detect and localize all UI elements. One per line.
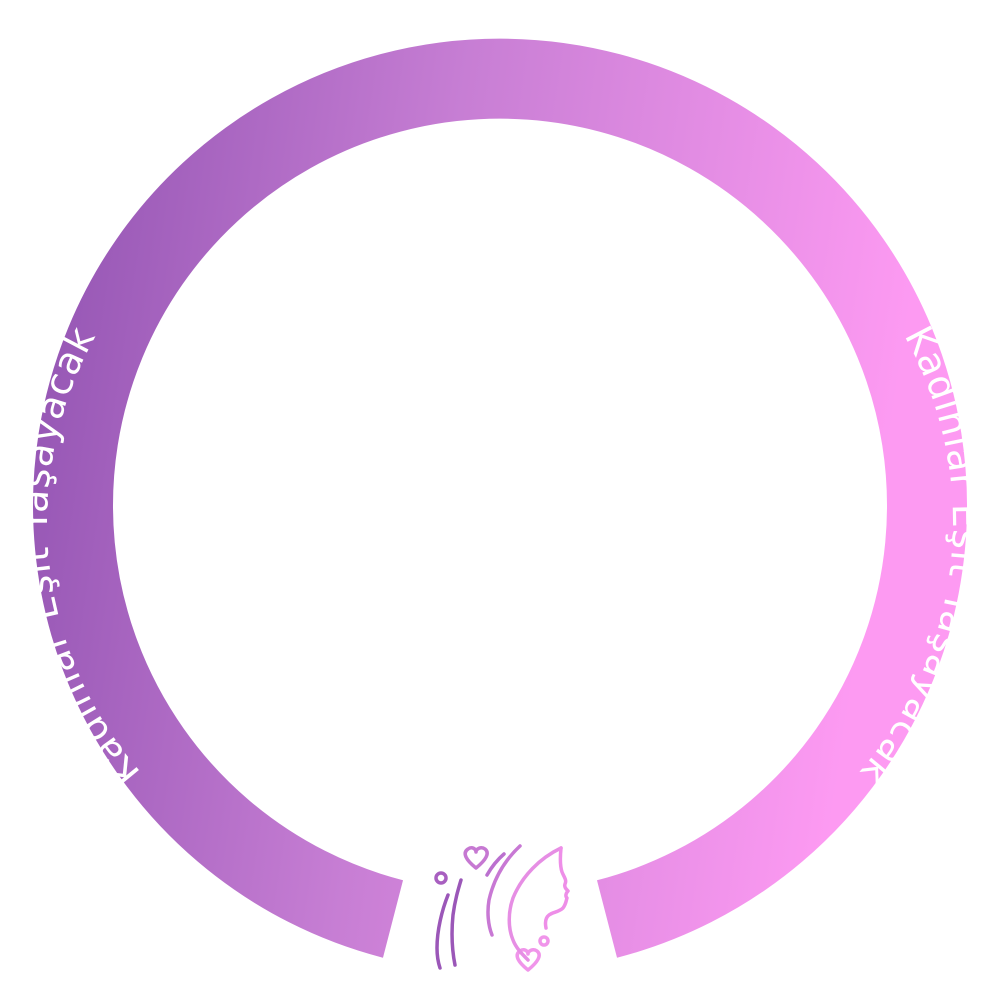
- woman-profile-hearts-icon: [434, 844, 570, 972]
- frame-ring: [33, 38, 967, 958]
- top-ring-text: 6284’Ü UYGULA: [315, 134, 686, 223]
- top-ring-text-path: 6284’Ü UYGULA: [315, 134, 685, 223]
